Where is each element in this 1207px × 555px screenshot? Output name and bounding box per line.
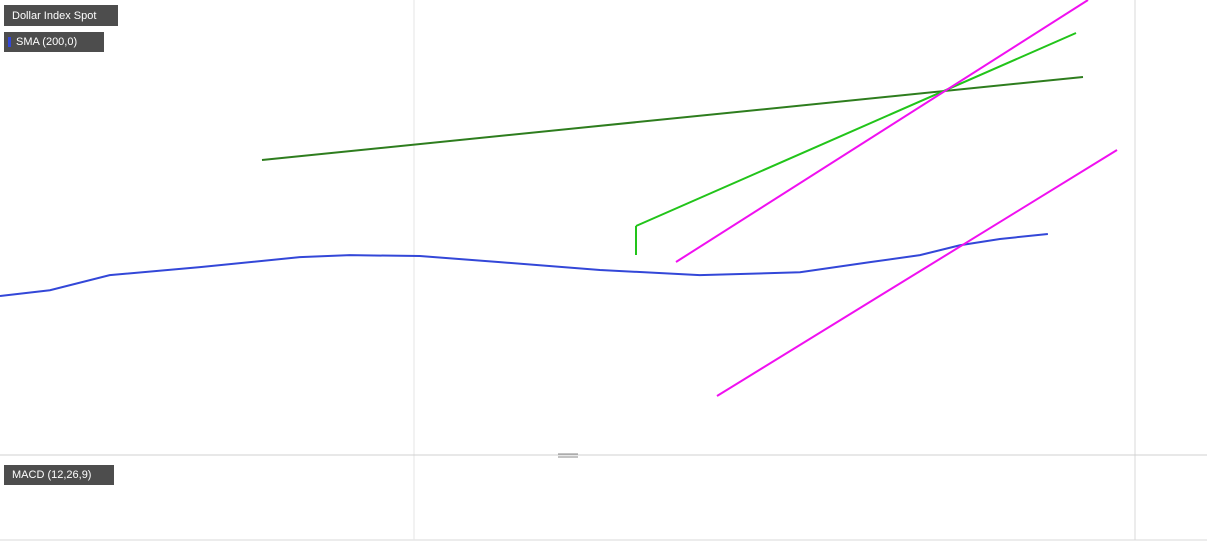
legend-box — [4, 465, 114, 485]
sma-line — [0, 233, 1048, 298]
trend-line — [635, 32, 1077, 227]
pane-grip[interactable] — [558, 453, 578, 458]
legend-box — [4, 5, 118, 26]
legend-box — [4, 32, 104, 52]
channel-line — [716, 149, 1118, 397]
channel-line — [675, 0, 1089, 263]
trend-lines — [261, 0, 1118, 397]
indicator-label: SMA (200,0) — [16, 36, 77, 48]
legend-swatch — [8, 37, 11, 47]
macd-title: MACD (12,26,9) — [12, 469, 91, 481]
chart-title: Dollar Index Spot — [12, 10, 96, 22]
marks-layer — [0, 233, 1048, 298]
legend: Dollar Index Spot SMA (200,0) MACD (12,2… — [4, 5, 118, 485]
